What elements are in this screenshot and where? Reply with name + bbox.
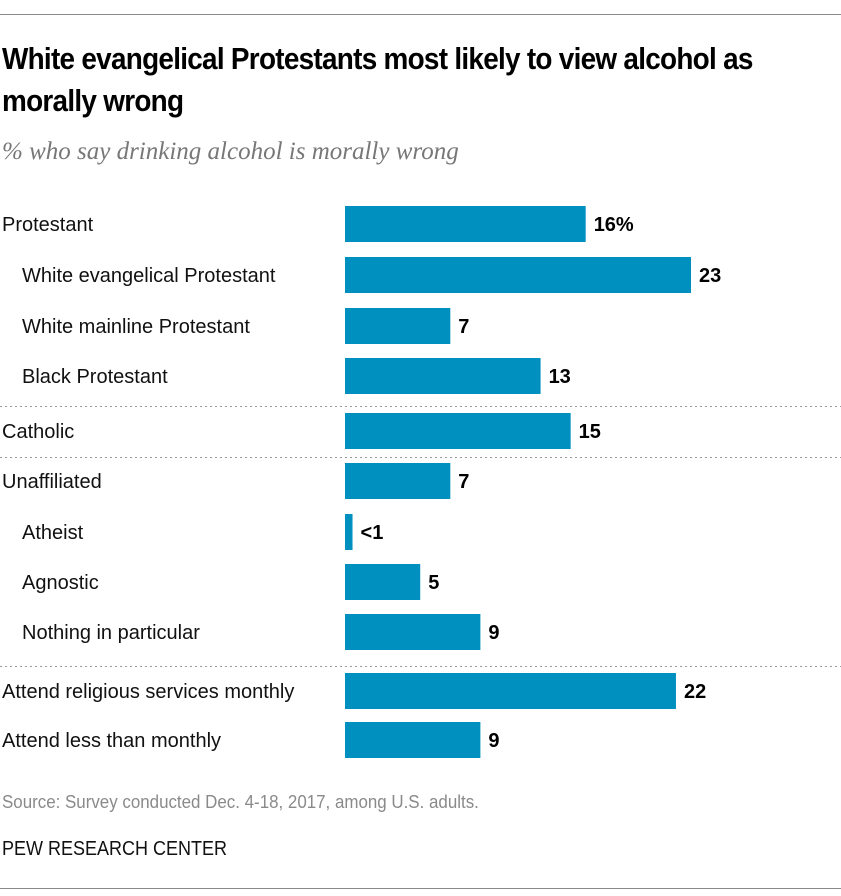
category-label: Agnostic bbox=[22, 572, 99, 594]
bar bbox=[345, 673, 676, 709]
category-label: White mainline Protestant bbox=[22, 316, 250, 338]
bar bbox=[345, 413, 571, 449]
category-label: Unaffiliated bbox=[2, 471, 102, 493]
value-label: 22 bbox=[684, 681, 706, 703]
bar bbox=[345, 722, 481, 758]
bar-chart: Protestant 16% White evangelical Protestan… bbox=[0, 206, 841, 758]
value-label: 16% bbox=[594, 214, 634, 236]
category-label: Black Protestant bbox=[22, 366, 168, 388]
value-label: 9 bbox=[488, 730, 499, 752]
value-label: 13 bbox=[549, 366, 571, 388]
bar bbox=[345, 308, 451, 344]
category-label: Attend less than monthly bbox=[2, 730, 221, 752]
chart-subtitle: % who say drinking alcohol is morally wr… bbox=[2, 138, 459, 165]
bar bbox=[345, 564, 421, 600]
value-label: 7 bbox=[458, 471, 469, 493]
chart-title: White evangelical Protestants most likel… bbox=[2, 41, 753, 118]
category-label: White evangelical Protestant bbox=[22, 265, 276, 287]
value-label: 23 bbox=[699, 265, 721, 287]
value-label: <1 bbox=[361, 522, 384, 544]
bar bbox=[345, 514, 353, 550]
value-label: 7 bbox=[458, 316, 469, 338]
bar bbox=[345, 257, 691, 293]
bottom-rule bbox=[0, 888, 841, 889]
top-rule bbox=[0, 14, 841, 15]
bar bbox=[345, 206, 586, 242]
value-label: 5 bbox=[428, 572, 439, 594]
category-label: Protestant bbox=[2, 214, 94, 236]
category-label: Atheist bbox=[22, 522, 84, 544]
bar bbox=[345, 614, 481, 650]
bar bbox=[345, 358, 541, 394]
value-label: 15 bbox=[579, 421, 601, 443]
value-label: 9 bbox=[488, 622, 499, 644]
category-label: Catholic bbox=[2, 421, 74, 443]
bar bbox=[345, 463, 451, 499]
brand-label: PEW RESEARCH CENTER bbox=[2, 838, 228, 860]
source-note: Source: Survey conducted Dec. 4-18, 2017… bbox=[2, 792, 479, 812]
category-label: Nothing in particular bbox=[22, 622, 200, 644]
category-label: Attend religious services monthly bbox=[2, 681, 294, 703]
